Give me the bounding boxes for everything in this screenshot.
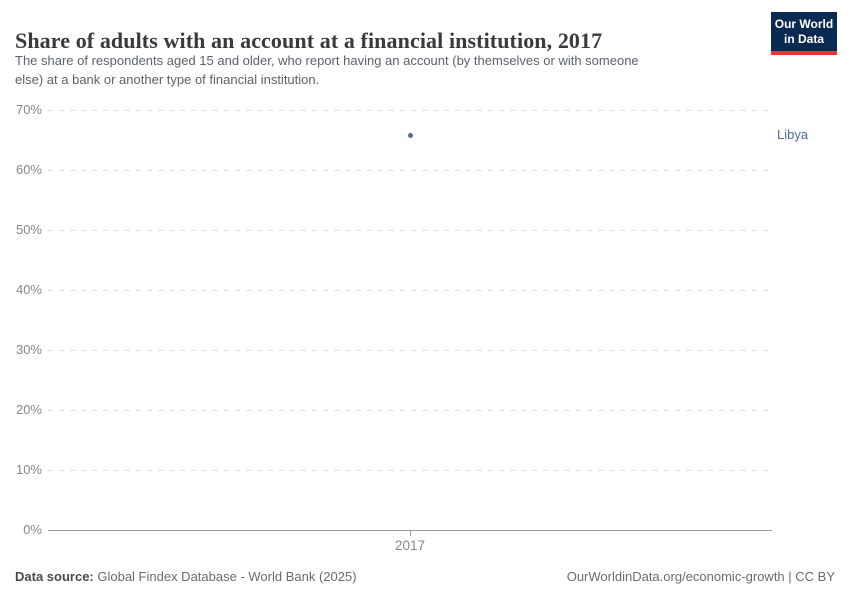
- y-axis-label: 40%: [15, 282, 42, 297]
- y-gridline: [48, 470, 772, 471]
- footer-data-source: Data source: Global Findex Database - Wo…: [15, 569, 357, 584]
- y-axis-label: 70%: [15, 102, 42, 117]
- y-axis-label: 10%: [15, 462, 42, 477]
- footer-data-source-text: Global Findex Database - World Bank (202…: [93, 569, 357, 584]
- chart-subtitle-line1: The share of respondents aged 15 and old…: [15, 53, 639, 68]
- y-gridline: [48, 350, 772, 351]
- x-tick-mark-2017: [410, 530, 411, 536]
- x-axis-label-2017: 2017: [394, 538, 426, 553]
- y-gridline: [48, 110, 772, 111]
- y-axis-label: 50%: [15, 222, 42, 237]
- y-gridline: [48, 290, 772, 291]
- owid-logo-red-bar: [771, 51, 837, 55]
- y-axis-label: 60%: [15, 162, 42, 177]
- y-gridline: [48, 170, 772, 171]
- entity-label-libya[interactable]: Libya: [777, 126, 809, 142]
- y-gridline: [48, 410, 772, 411]
- y-gridline: [48, 230, 772, 231]
- footer-owid-link[interactable]: OurWorldinData.org/economic-growth | CC …: [566, 569, 835, 584]
- chart-title: Share of adults with an account at a fin…: [15, 27, 603, 53]
- x-axis-line: [48, 530, 772, 531]
- owid-logo[interactable]: Our World in Data: [771, 12, 837, 55]
- owid-logo-text: Our World in Data: [771, 12, 837, 51]
- y-axis-label: 20%: [15, 402, 42, 417]
- y-axis-label: 30%: [15, 342, 42, 357]
- chart-subtitle: The share of respondents aged 15 and old…: [15, 51, 755, 89]
- footer-data-source-label: Data source:: [15, 569, 94, 584]
- chart-subtitle-line2: else) at a bank or another type of finan…: [15, 72, 320, 87]
- y-axis-label: 0%: [23, 522, 42, 537]
- data-point-libya[interactable]: [407, 133, 413, 139]
